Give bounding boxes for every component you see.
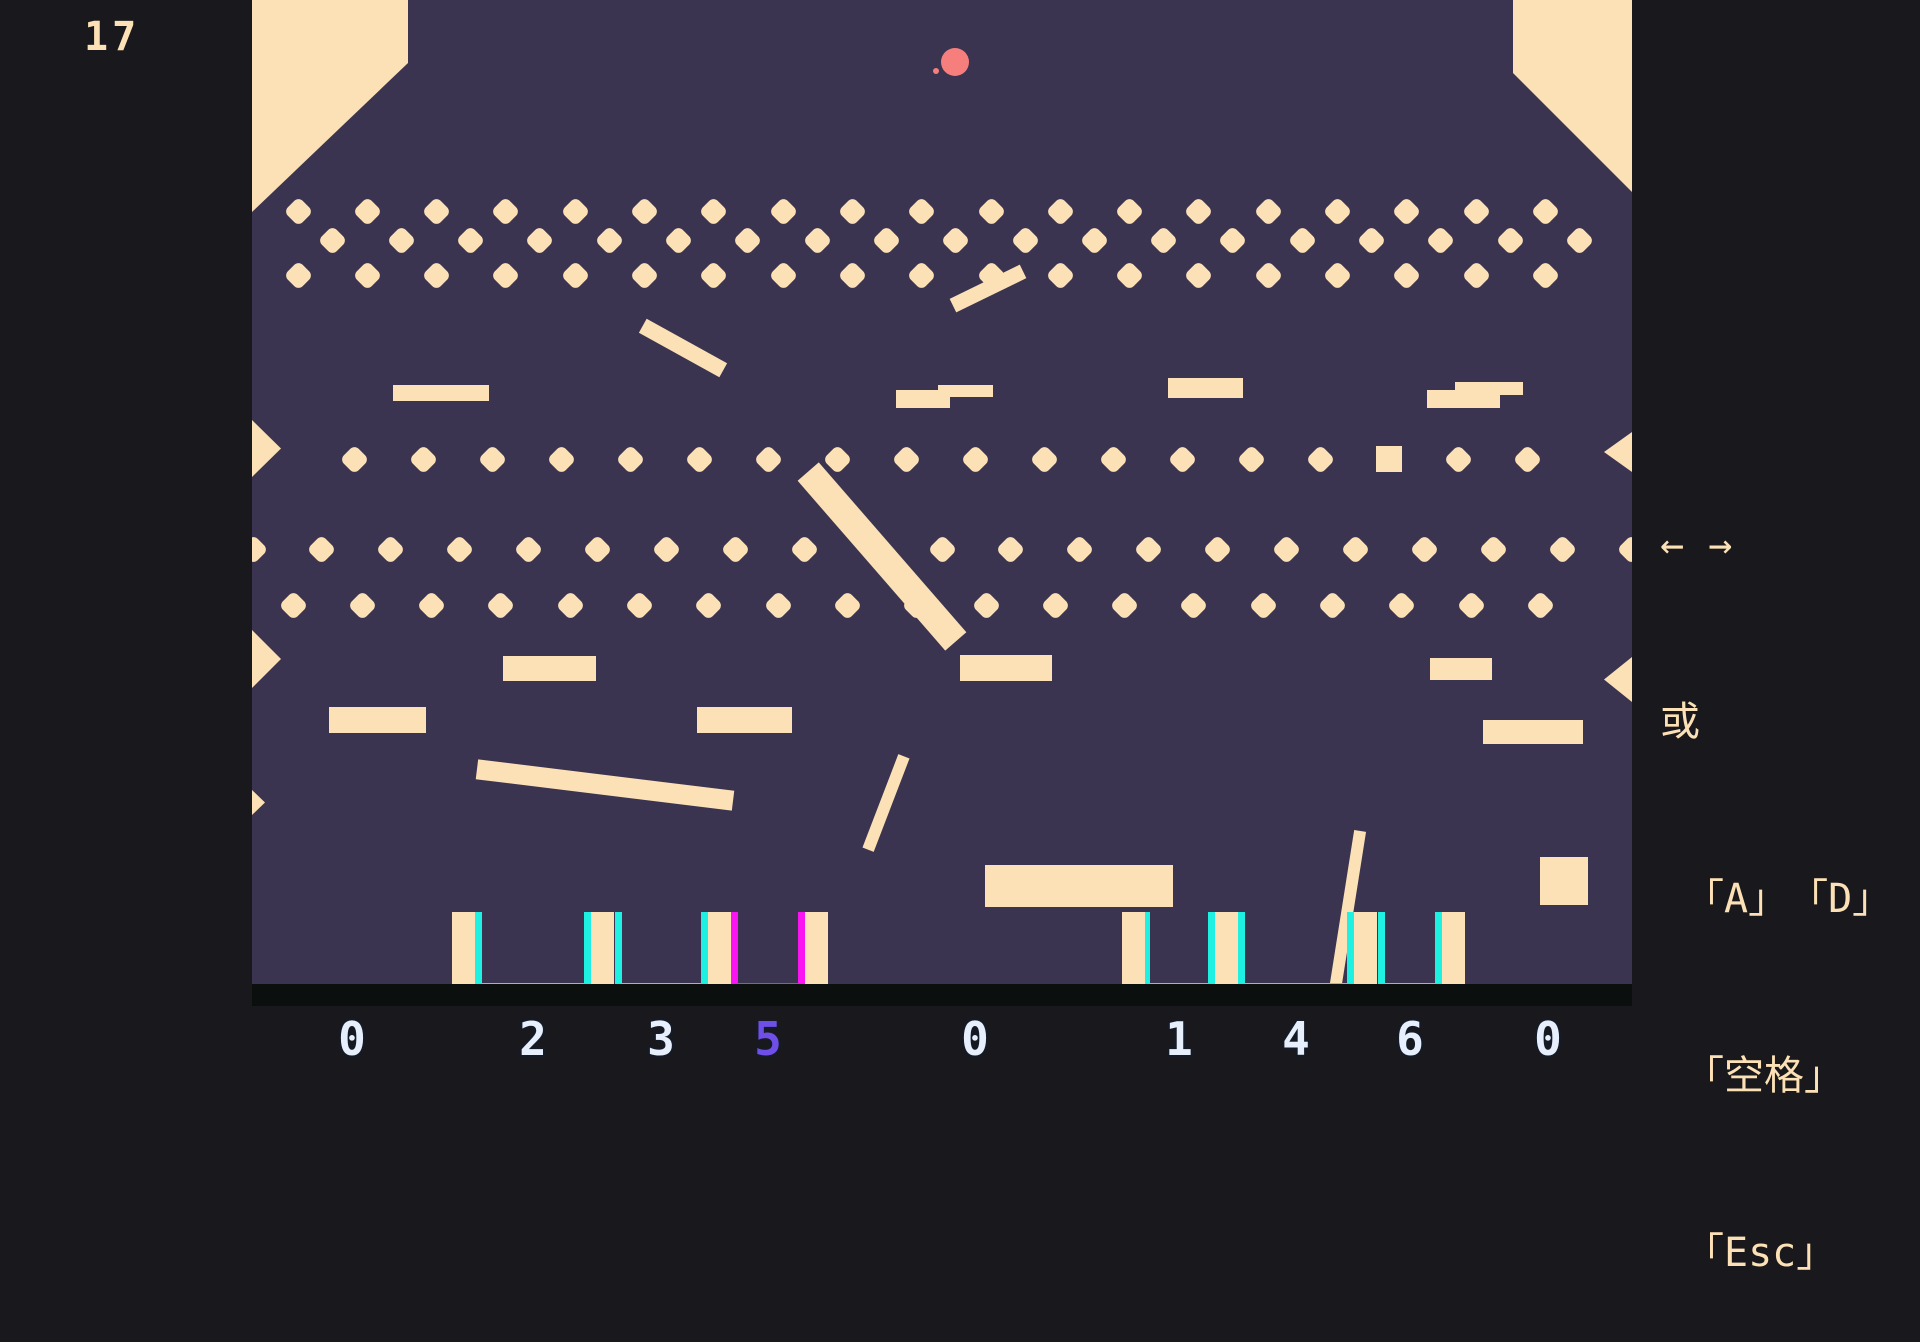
bin-label: 0: [961, 1012, 989, 1066]
bin-outline-cyan: [1238, 912, 1354, 984]
square-peg: [1376, 446, 1402, 472]
bin-divider-post: [1354, 912, 1377, 984]
or-label: 或: [1660, 699, 1700, 745]
bin-outline-cyan: [1378, 912, 1442, 984]
bin-outline-cyan: [615, 912, 708, 984]
game-board[interactable]: [252, 0, 1632, 984]
bin-outline-cyan: [1143, 912, 1215, 984]
wall-bumper-triangle: [252, 790, 265, 815]
platform-obstacle: [503, 656, 596, 681]
board-wall-shapes: [252, 0, 1632, 815]
bin-outline-magenta: [731, 912, 805, 984]
bin-label: 4: [1282, 1012, 1310, 1066]
bin-divider-post: [452, 912, 475, 984]
board-floor-shadow: [252, 984, 1632, 1006]
corner-block-left: [252, 0, 408, 212]
platform-obstacle: [393, 385, 489, 401]
wall-bumper-triangle: [1604, 657, 1632, 702]
bin-label: 5: [754, 1012, 782, 1066]
platform-obstacle: [1427, 390, 1500, 408]
bin-divider-post: [591, 912, 614, 984]
bin-label: 0: [1534, 1012, 1562, 1066]
control-instructions: ← → 或 「A」 「D」 「空格」 「Esc」: [1660, 398, 1892, 1342]
bin-label: 6: [1396, 1012, 1424, 1066]
bin-divider-post: [1122, 912, 1145, 984]
platform-obstacle: [985, 865, 1173, 907]
platform-obstacle: [938, 385, 993, 397]
score-value: 17: [84, 14, 141, 60]
wall-bumper-triangle: [252, 420, 281, 477]
wall-bumper-triangle: [1604, 432, 1632, 472]
platform-obstacle: [896, 390, 950, 408]
bin-label: 0: [338, 1012, 366, 1066]
wall-bumper-triangle: [252, 630, 281, 688]
platform-obstacle: [329, 707, 426, 733]
bin-label: 1: [1165, 1012, 1193, 1066]
platform-obstacle: [1483, 720, 1583, 744]
corner-block-right: [1513, 0, 1632, 192]
space-key-hint: 「空格」: [1684, 1053, 1844, 1099]
bin-outline-cyan: [475, 912, 591, 984]
bin-label: 2: [519, 1012, 547, 1066]
esc-key-hint: 「Esc」: [1684, 1230, 1837, 1276]
arrow-keys-hint: ← →: [1660, 522, 1733, 568]
platform-obstacle: [1168, 378, 1243, 398]
bin-divider-post: [1215, 912, 1238, 984]
platform-obstacle: [697, 707, 792, 733]
ball: [941, 48, 969, 76]
bin-divider-post: [1442, 912, 1465, 984]
platform-obstacle: [960, 655, 1052, 681]
platform-obstacle: [1430, 658, 1492, 680]
bin-divider-post: [708, 912, 731, 984]
platform-obstacle: [1540, 857, 1588, 905]
ball-trail: [933, 68, 939, 74]
bin-label: 3: [647, 1012, 675, 1066]
bin-divider-post: [805, 912, 828, 984]
ad-keys-hint: 「A」 「D」: [1684, 876, 1893, 922]
